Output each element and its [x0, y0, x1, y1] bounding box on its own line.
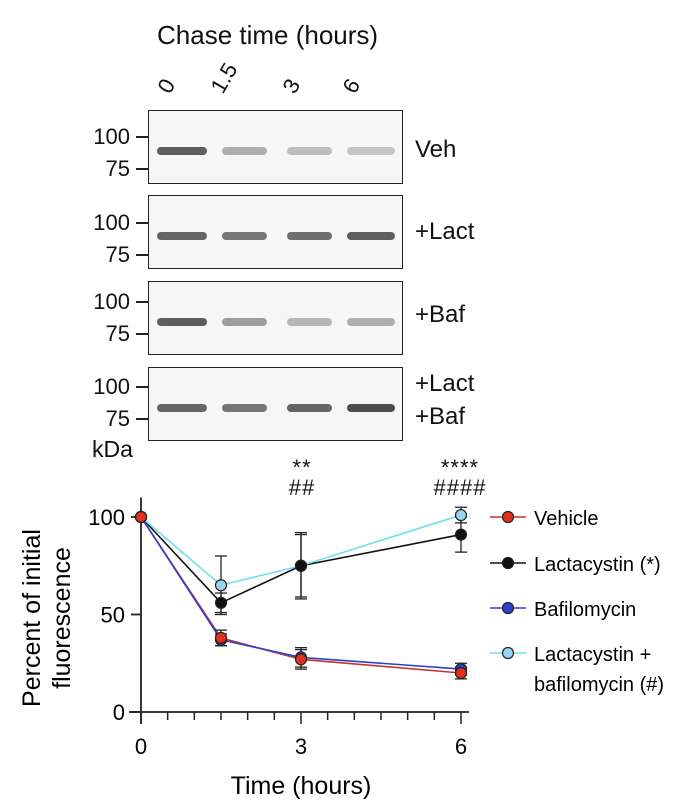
mw-tick [136, 386, 148, 388]
y-axis-label-line2: fluorescence [48, 547, 76, 689]
y-axis-label-line1: Percent of initial [18, 529, 46, 707]
blot-panel-lact [148, 195, 403, 269]
legend-label: bafilomycin (#) [534, 674, 664, 696]
mw-marker-75: 75 [105, 406, 130, 431]
blot-band [222, 318, 267, 326]
mw-tick [136, 333, 148, 335]
data-point [214, 631, 228, 645]
mw-tick [136, 136, 148, 138]
legend-label: Lactacystin + [534, 644, 651, 666]
legend-marker [501, 510, 515, 524]
mw-marker-100: 100 [93, 124, 130, 149]
blot-title: Chase time (hours) [157, 20, 379, 50]
data-point [214, 596, 228, 609]
x-tick-label: 6 [455, 734, 467, 759]
data-point [294, 559, 308, 572]
blot-panel-lact-baf [148, 367, 403, 441]
mw-marker-100: 100 [93, 374, 130, 399]
mw-marker-75: 75 [105, 321, 130, 346]
significance-hash-t6: #### [433, 475, 487, 500]
blot-band [287, 318, 332, 326]
blot-band [287, 404, 332, 412]
mw-tick [136, 168, 148, 170]
condition-label-lact-baf-1: +Lact [415, 370, 475, 397]
series-line [140, 516, 462, 670]
condition-label-veh: Veh [415, 136, 457, 163]
condition-label-lact-baf-2: +Baf [415, 403, 466, 430]
y-tick-label: 50 [101, 603, 125, 628]
kda-unit-label: kDa [92, 436, 133, 462]
mw-marker-75: 75 [105, 156, 130, 181]
legend-label: Lactacystin (*) [534, 554, 661, 576]
mw-marker-100: 100 [93, 210, 130, 235]
blot-panel-veh [148, 110, 403, 184]
significance-hash-t3: ## [288, 475, 316, 500]
data-point [294, 653, 308, 666]
legend-label: Vehicle [534, 508, 599, 530]
blot-band [157, 232, 207, 240]
y-tick-label: 100 [88, 505, 125, 530]
mw-tick [136, 254, 148, 256]
blot-band [287, 232, 332, 240]
blot-band [347, 318, 395, 326]
legend-marker [501, 556, 515, 570]
x-tick-label: 0 [135, 734, 147, 759]
blot-band [157, 318, 207, 326]
data-point [214, 579, 228, 592]
data-point [134, 510, 148, 524]
legend-marker [501, 646, 515, 660]
data-point [454, 508, 468, 522]
series-line [140, 516, 462, 604]
blot-band [222, 404, 267, 412]
mw-tick [136, 222, 148, 224]
series-line [140, 514, 462, 587]
blot-band [157, 404, 207, 412]
blot-panel-baf [148, 281, 403, 355]
legend-marker [501, 601, 515, 615]
blot-band [222, 147, 267, 155]
condition-label-baf: +Baf [415, 301, 466, 328]
data-point [454, 528, 468, 541]
blot-band [287, 147, 332, 155]
y-tick-label: 0 [113, 700, 125, 725]
mw-marker-100: 100 [93, 289, 130, 314]
blot-band [222, 232, 267, 240]
mw-marker-75: 75 [105, 242, 130, 267]
data-point [454, 666, 468, 680]
blot-band [347, 404, 395, 412]
blot-band [157, 147, 207, 155]
mw-tick [136, 418, 148, 420]
significance-star-t6: **** [440, 455, 480, 480]
blot-band [347, 147, 395, 155]
mw-tick [136, 301, 148, 303]
x-tick-label: 3 [295, 734, 307, 759]
blot-band [347, 232, 395, 240]
x-axis-label: Time (hours) [231, 772, 372, 800]
condition-label-lact: +Lact [415, 218, 475, 245]
significance-star-t3: ** [292, 455, 312, 480]
legend-label: Bafilomycin [534, 599, 636, 621]
